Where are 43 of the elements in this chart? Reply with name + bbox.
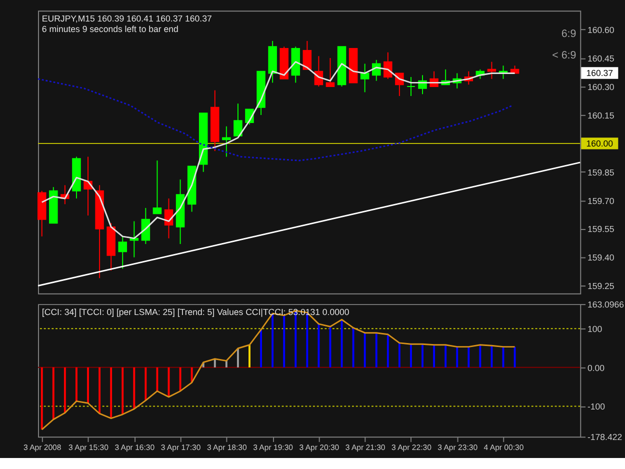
text: 160.37 <box>586 68 614 78</box>
candlestick <box>384 52 392 80</box>
annotation: < 6:9 <box>552 49 576 62</box>
line-series <box>41 310 516 430</box>
y-tick-label: 160.15 <box>587 110 614 120</box>
y-tick-label: -100 <box>587 402 606 412</box>
candlestick <box>234 103 242 136</box>
y-tick-label: -178.422 <box>587 432 622 442</box>
x-tick-label: 3 Apr 20:30 <box>299 442 340 452</box>
x-tick-label: 3 Apr 15:30 <box>68 442 110 452</box>
y-tick-label: 163.0966 <box>587 299 624 310</box>
y-tick-label: 160.60 <box>587 24 614 35</box>
candlestick <box>118 236 128 270</box>
y-tick-label: 159.85 <box>587 167 614 178</box>
x-tick-label: 3 Apr 18:30 <box>206 442 248 452</box>
y-tick-label: 160.45 <box>587 53 614 64</box>
text: 6 minutes 9 seconds left to bar end <box>42 24 178 34</box>
candlestick <box>222 126 231 158</box>
line-series <box>37 78 514 162</box>
candlestick <box>487 61 496 80</box>
y-tick-label: 160.30 <box>587 82 614 92</box>
y-tick-label: 159.40 <box>587 252 614 263</box>
candlestick <box>406 76 416 96</box>
x-tick-label: 3 Apr 2008 <box>24 442 62 452</box>
x-tick-label: 3 Apr 21:30 <box>345 442 386 452</box>
candlestick <box>302 40 312 70</box>
y-tick-label: 0.00 <box>587 362 605 373</box>
x-tick-label: 3 Apr 17:30 <box>160 442 202 452</box>
x-tick-label: 3 Apr 23:30 <box>438 442 478 452</box>
y-tick-label: 159.55 <box>587 224 614 234</box>
x-tick-label: 3 Apr 22:30 <box>392 442 432 452</box>
annotation: 6:9 <box>561 28 576 40</box>
y-tick-label: 159.70 <box>587 196 614 206</box>
y-tick-label: 100 <box>587 324 602 334</box>
candlestick <box>326 58 335 87</box>
candlestick <box>152 160 162 214</box>
chart-title: EURJPY,M15 160.39 160.41 160.37 160.37 <box>42 13 212 24</box>
x-tick-label: 3 Apr 16:30 <box>114 442 156 452</box>
x-tick-label: 3 Apr 19:30 <box>253 442 294 452</box>
y-tick-label: 159.25 <box>587 281 614 292</box>
x-tick-label: 4 Apr 00:30 <box>484 442 524 452</box>
candlestick <box>360 63 370 93</box>
ref-line-label: 160.00 <box>586 138 614 148</box>
